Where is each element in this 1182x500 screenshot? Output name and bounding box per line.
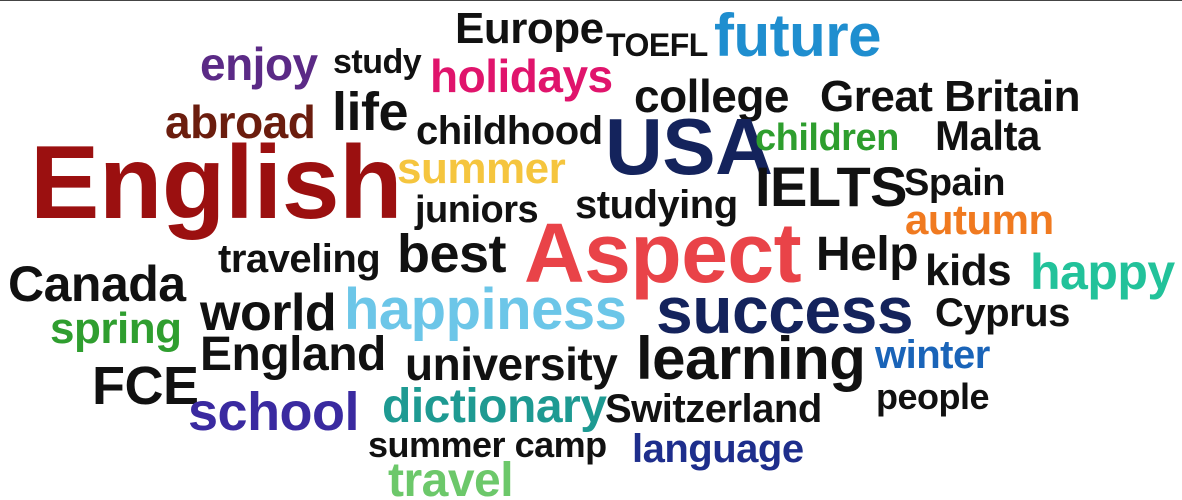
word-summer-camp: summer camp <box>368 424 607 465</box>
word-switzerland: Switzerland <box>605 387 822 431</box>
word-traveling: traveling <box>218 237 381 281</box>
word-best: best <box>397 224 507 284</box>
word-kids: kids <box>925 246 1012 295</box>
word-world: world <box>200 284 337 342</box>
word-england: England <box>200 328 386 381</box>
word-university: university <box>405 338 618 390</box>
word-life: life <box>332 82 409 142</box>
word-usa: USA <box>605 102 773 191</box>
word-study: study <box>333 43 422 81</box>
word-dictionary: dictionary <box>382 380 607 433</box>
word-canada: Canada <box>8 256 186 312</box>
word-autumn: autumn <box>905 196 1054 243</box>
word-language: language <box>632 427 804 471</box>
word-holidays: holidays <box>430 50 613 102</box>
word-success: success <box>656 273 914 347</box>
word-abroad: abroad <box>165 96 316 148</box>
word-cyprus: Cyprus <box>935 291 1070 335</box>
word-english: English <box>30 125 403 241</box>
word-travel: travel <box>388 454 514 500</box>
word-malta: Malta <box>935 112 1040 159</box>
word-future: future <box>714 2 881 69</box>
word-happiness: happiness <box>344 277 627 342</box>
word-happy: happy <box>1030 244 1175 300</box>
word-winter: winter <box>875 333 990 377</box>
word-college: college <box>634 70 790 122</box>
word-enjoy: enjoy <box>200 38 318 90</box>
word-europe: Europe <box>455 4 604 53</box>
word-great-britain: Great Britain <box>820 72 1081 121</box>
word-childhood: childhood <box>416 109 603 153</box>
word-people: people <box>876 376 990 417</box>
word-help: Help <box>816 228 919 281</box>
word-toefl: TOEFL <box>606 27 708 63</box>
word-spring: spring <box>50 304 182 353</box>
word-children: children <box>755 117 899 159</box>
word-ielts: IELTS <box>755 155 908 218</box>
word-fce: FCE <box>92 356 199 416</box>
word-juniors: juniors <box>415 189 539 231</box>
word-studying: studying <box>575 183 738 227</box>
word-aspect: Aspect <box>524 206 802 300</box>
word-summer: summer <box>397 144 566 193</box>
word-school: school <box>188 382 360 442</box>
word-learning: learning <box>636 325 866 392</box>
word-spain: Spain <box>904 162 1005 204</box>
